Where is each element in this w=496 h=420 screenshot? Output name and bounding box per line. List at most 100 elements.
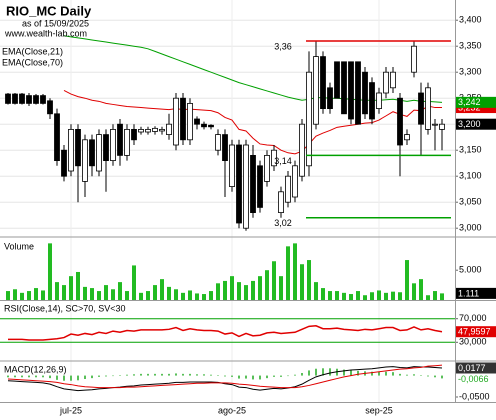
histogram-bar [210,374,212,376]
x-tick-label: ago-25 [218,405,246,415]
volume-bar [209,291,213,300]
volume-bar [76,271,80,300]
volume-bar [286,246,290,300]
volume-bar [391,291,395,300]
x-tick-label: jul-25 [59,405,82,415]
histogram-bar [147,373,149,376]
volume-bar [349,294,353,300]
candle-body [278,191,284,214]
histogram-bar [217,375,219,376]
candle-body [327,87,333,110]
candle-body [82,139,88,182]
volume-bar [272,261,276,300]
volume-bar [202,294,206,300]
volume-bar [293,243,297,300]
histogram-bar [154,373,156,376]
candle-body [397,97,403,146]
histogram-bar [7,375,9,378]
candle-body [26,95,32,104]
candle-body [418,92,424,125]
volume-bar [55,282,59,300]
y-tick-label: 3,000 [459,223,482,233]
histogram-bar [378,371,380,376]
source: www.wealth-lab.com [4,28,87,38]
candle-body [439,123,445,130]
histogram-bar [14,375,16,378]
histogram-bar [322,368,324,376]
candle-body [404,134,410,141]
volume-bar [195,293,199,300]
histogram-bar [308,370,310,376]
histogram-bar [196,374,198,376]
candle-body [390,71,396,89]
histogram-bar [350,370,352,376]
candle-body [138,128,144,133]
y-tick-label: 3,050 [459,197,482,207]
volume-bar [398,292,402,300]
candle-body [173,97,179,146]
histogram-bar [189,373,191,376]
candle-body [362,71,368,115]
histogram-bar [357,370,359,376]
histogram-bar [77,375,79,381]
histogram-bar [392,372,394,376]
histogram-bar [133,374,135,376]
candle-body [12,93,18,104]
volume-bar [104,285,108,300]
last-value-label: 1.111 [458,288,479,298]
volume-bar [146,291,150,300]
last-value-box [456,287,496,299]
volume-bar [433,291,437,300]
candle-body [306,71,312,167]
volume-bar [118,282,122,300]
candle-body [292,165,298,198]
legend-entry: EMA(Close,21) [2,46,63,56]
histogram-bar [63,375,65,381]
candle-body [425,87,431,130]
chart-title: RIO_MC Daily [6,3,92,18]
histogram-bar [126,374,128,376]
volume-bar [328,291,332,300]
histogram-bar [399,373,401,376]
line [63,89,442,155]
volume-bar [440,293,444,300]
chart-subtitle: as of 15/09/2025 [22,18,89,28]
histogram-bar [28,375,30,378]
candle-body [250,154,256,213]
volume-bar [27,291,31,300]
y-tick-label: 3,350 [459,41,482,51]
candle-body [145,128,151,133]
candle-body [271,149,277,167]
last-value-label: 0,0177 [458,363,486,373]
histogram-bar [119,375,121,376]
volume-bar [335,291,339,300]
volume-bar [111,289,115,300]
histogram-bar [427,375,429,377]
volume-bar [314,282,318,300]
y-tick-label: 3,150 [459,145,482,155]
volume-bar [244,285,248,300]
candle-body [201,123,207,128]
panel-title: MACD(12,26,9) [4,364,67,374]
histogram-bar [280,375,282,377]
histogram-bar [168,373,170,376]
histogram-bar [42,375,44,378]
volume-bar [125,291,129,300]
volume-bar [426,295,430,300]
histogram-bar [161,373,163,376]
candle-body [110,128,116,161]
volume-bar [300,264,304,300]
candle-body [117,123,123,156]
candle-body [180,97,186,141]
candle-body [40,95,46,104]
level-label: 3,02 [274,218,292,228]
volume-bar [90,288,94,300]
volume-bar [41,290,45,300]
histogram-bar [273,375,275,377]
volume-bar [419,279,423,300]
y-tick-label: -0,0500 [459,391,490,401]
volume-bar [307,260,311,300]
panel-title: RSI(Close,14), SC>70, SV<30 [4,303,126,313]
